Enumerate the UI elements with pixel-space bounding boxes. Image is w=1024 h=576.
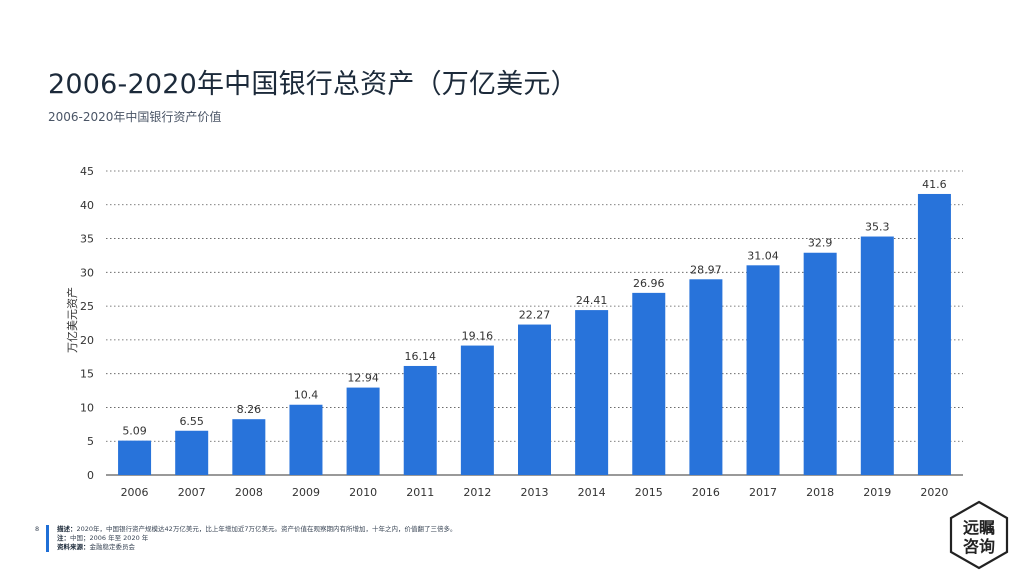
x-tick-label: 2020	[920, 486, 948, 499]
description-label: 描述：	[57, 525, 77, 533]
data-label: 41.6	[922, 178, 947, 191]
bar	[917, 193, 951, 476]
page-number: 8	[35, 525, 40, 533]
bar	[518, 324, 551, 475]
y-tick-label: 25	[80, 300, 94, 313]
y-tick-label: 10	[80, 401, 94, 414]
bar	[232, 419, 266, 475]
data-label: 32.9	[808, 237, 833, 250]
y-axis-label: 万亿美元资产	[65, 287, 79, 353]
logo-line2: 咨询	[963, 537, 995, 556]
source-text: 金融稳定委员会	[89, 543, 136, 551]
bar	[803, 252, 837, 475]
data-label: 35.3	[865, 221, 890, 234]
data-label: 12.94	[347, 372, 379, 385]
bar	[689, 279, 723, 475]
bar	[289, 404, 323, 475]
x-tick-label: 2011	[406, 486, 434, 499]
note-label: 注：	[57, 534, 70, 542]
company-logo: 远瞩 咨询	[949, 500, 1009, 570]
footer-notes: 8 描述：2020年，中国银行资产规模达42万亿美元，比上年增加近7万亿美元。资…	[35, 525, 456, 552]
bar	[175, 430, 209, 475]
data-label: 22.27	[519, 309, 551, 322]
bar	[575, 310, 609, 475]
data-label: 19.16	[462, 330, 494, 343]
data-label: 28.97	[690, 263, 722, 276]
data-label: 16.14	[404, 350, 436, 363]
logo-line1: 远瞩	[963, 518, 995, 537]
footer-source: 资料来源：金融稳定委员会	[57, 543, 456, 552]
x-tick-label: 2013	[521, 486, 549, 499]
x-tick-label: 2009	[292, 486, 320, 499]
data-label: 5.09	[122, 425, 147, 438]
bar	[460, 345, 494, 475]
bar	[118, 440, 152, 475]
bar	[746, 265, 780, 475]
x-tick-label: 2017	[749, 486, 777, 499]
data-label: 24.41	[576, 294, 608, 307]
footer-note: 注：中国；2006 年至 2020 年	[57, 534, 456, 543]
description-text: 2020年，中国银行资产规模达42万亿美元，比上年增加近7万亿美元。资产价值在观…	[76, 525, 457, 533]
y-tick-label: 15	[80, 368, 94, 381]
y-tick-label: 30	[80, 266, 94, 279]
x-tick-label: 2015	[635, 486, 663, 499]
x-tick-label: 2018	[806, 486, 834, 499]
x-tick-label: 2008	[235, 486, 263, 499]
x-tick-label: 2007	[178, 486, 206, 499]
x-tick-label: 2014	[578, 486, 606, 499]
y-tick-label: 20	[80, 334, 94, 347]
data-label: 31.04	[747, 249, 779, 262]
x-tick-label: 2010	[349, 486, 377, 499]
y-tick-label: 40	[80, 199, 94, 212]
note-text: 中国；2006 年至 2020 年	[70, 534, 149, 542]
x-tick-label: 2006	[121, 486, 149, 499]
source-label: 资料来源：	[57, 543, 90, 551]
x-tick-label: 2012	[463, 486, 491, 499]
bar	[346, 387, 380, 475]
page-title: 2006-2020年中国银行总资产（万亿美元）	[48, 69, 578, 100]
y-tick-label: 5	[87, 435, 94, 448]
x-tick-label: 2016	[692, 486, 720, 499]
bar	[403, 365, 437, 475]
data-label: 26.96	[633, 277, 665, 290]
y-tick-label: 0	[87, 469, 94, 482]
footer-description: 描述：2020年，中国银行资产规模达42万亿美元，比上年增加近7万亿美元。资产价…	[57, 525, 456, 534]
y-tick-label: 35	[80, 233, 94, 246]
data-label: 6.55	[179, 415, 204, 428]
data-label: 10.4	[294, 389, 319, 402]
data-label: 8.26	[237, 403, 262, 416]
bar	[860, 236, 894, 475]
bar	[632, 292, 666, 475]
y-tick-label: 45	[80, 165, 94, 178]
page-subtitle: 2006-2020年中国银行资产价值	[48, 110, 222, 124]
x-tick-label: 2019	[863, 486, 891, 499]
